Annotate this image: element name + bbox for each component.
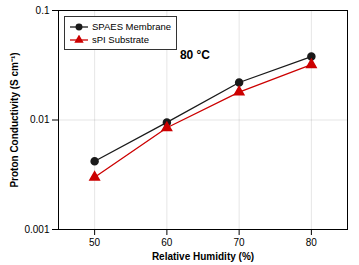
svg-text:0.1: 0.1 xyxy=(36,5,50,16)
svg-text:50: 50 xyxy=(89,237,101,248)
svg-text:Relative Humidity (%): Relative Humidity (%) xyxy=(152,251,254,262)
svg-text:0.001: 0.001 xyxy=(24,224,49,235)
svg-text:70: 70 xyxy=(234,237,246,248)
svg-text:80 °C: 80 °C xyxy=(180,48,210,62)
html-text:sPI Substrate: sPI Substrate xyxy=(92,34,149,45)
html-text:SPAES Membrane: SPAES Membrane xyxy=(92,21,171,32)
svg-text:60: 60 xyxy=(161,237,173,248)
svg-text:0.01: 0.01 xyxy=(30,114,50,125)
svg-text:Proton Conductivity (S cm⁻¹): Proton Conductivity (S cm⁻¹) xyxy=(9,52,20,187)
svg-text:80: 80 xyxy=(306,237,318,248)
